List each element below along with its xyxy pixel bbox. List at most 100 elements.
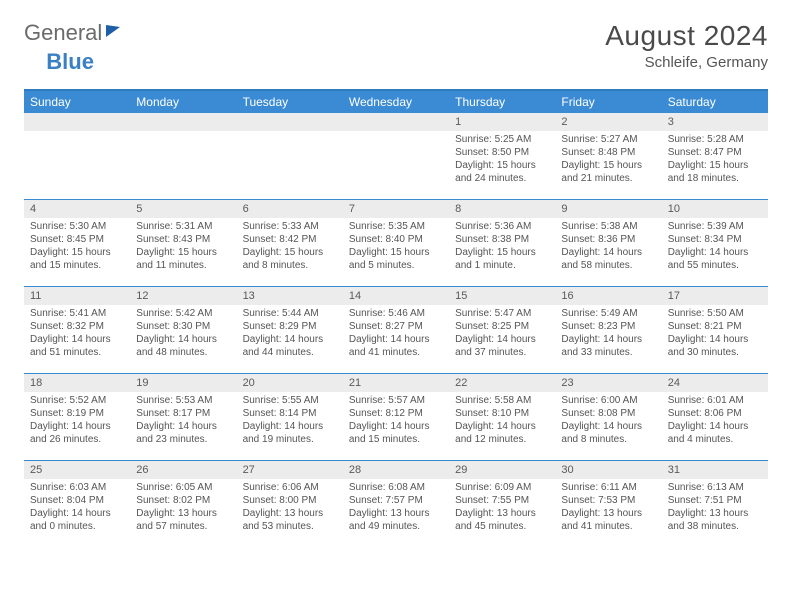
- calendar-day: 12Sunrise: 5:42 AMSunset: 8:30 PMDayligh…: [130, 287, 236, 373]
- day-body: Sunrise: 5:53 AMSunset: 8:17 PMDaylight:…: [130, 392, 236, 450]
- sunset-text: Sunset: 8:32 PM: [30, 320, 124, 333]
- day-body: Sunrise: 5:31 AMSunset: 8:43 PMDaylight:…: [130, 218, 236, 276]
- day-body: Sunrise: 5:50 AMSunset: 8:21 PMDaylight:…: [662, 305, 768, 363]
- calendar-day: 26Sunrise: 6:05 AMSunset: 8:02 PMDayligh…: [130, 461, 236, 547]
- calendar-weeks: 1Sunrise: 5:25 AMSunset: 8:50 PMDaylight…: [24, 113, 768, 547]
- calendar-day-empty: [130, 113, 236, 199]
- sunrise-text: Sunrise: 6:05 AM: [136, 481, 230, 494]
- calendar: SundayMondayTuesdayWednesdayThursdayFrid…: [24, 89, 768, 547]
- day-number-empty: [130, 113, 236, 131]
- sunset-text: Sunset: 8:40 PM: [349, 233, 443, 246]
- day-body: Sunrise: 6:03 AMSunset: 8:04 PMDaylight:…: [24, 479, 130, 537]
- daylight-text: Daylight: 15 hours and 5 minutes.: [349, 246, 443, 272]
- day-body: Sunrise: 5:36 AMSunset: 8:38 PMDaylight:…: [449, 218, 555, 276]
- daylight-text: Daylight: 13 hours and 57 minutes.: [136, 507, 230, 533]
- calendar-day: 23Sunrise: 6:00 AMSunset: 8:08 PMDayligh…: [555, 374, 661, 460]
- sunrise-text: Sunrise: 5:25 AM: [455, 133, 549, 146]
- sunrise-text: Sunrise: 6:00 AM: [561, 394, 655, 407]
- calendar-day: 17Sunrise: 5:50 AMSunset: 8:21 PMDayligh…: [662, 287, 768, 373]
- sunrise-text: Sunrise: 6:11 AM: [561, 481, 655, 494]
- weekday-header-row: SundayMondayTuesdayWednesdayThursdayFrid…: [24, 91, 768, 113]
- sunset-text: Sunset: 8:08 PM: [561, 407, 655, 420]
- daylight-text: Daylight: 14 hours and 8 minutes.: [561, 420, 655, 446]
- sunset-text: Sunset: 8:45 PM: [30, 233, 124, 246]
- daylight-text: Daylight: 14 hours and 12 minutes.: [455, 420, 549, 446]
- calendar-day: 13 Sunrise: 5:44 AMSunset: 8:29 PMDayligh…: [237, 287, 343, 373]
- sunset-text: Sunset: 8:06 PM: [668, 407, 762, 420]
- day-body: Sunrise: 5:35 AMSunset: 8:40 PMDaylight:…: [343, 218, 449, 276]
- sunrise-text: Sunrise: 5:46 AM: [349, 307, 443, 320]
- day-body: Sunrise: 6:09 AMSunset: 7:55 PMDaylight:…: [449, 479, 555, 537]
- calendar-day: 30Sunrise: 6:11 AMSunset: 7:53 PMDayligh…: [555, 461, 661, 547]
- sunset-text: Sunset: 8:23 PM: [561, 320, 655, 333]
- weekday-header: Sunday: [24, 91, 130, 113]
- day-number: 16: [555, 287, 661, 305]
- day-body: Sunrise: 6:08 AMSunset: 7:57 PMDaylight:…: [343, 479, 449, 537]
- calendar-week: 1Sunrise: 5:25 AMSunset: 8:50 PMDaylight…: [24, 113, 768, 199]
- weekday-header: Monday: [130, 91, 236, 113]
- daylight-text: Daylight: 14 hours and 44 minutes.: [243, 333, 337, 359]
- sunset-text: Sunset: 7:55 PM: [455, 494, 549, 507]
- sunrise-text: Sunrise: 5:36 AM: [455, 220, 549, 233]
- sunset-text: Sunset: 8:30 PM: [136, 320, 230, 333]
- calendar-day: 29Sunrise: 6:09 AMSunset: 7:55 PMDayligh…: [449, 461, 555, 547]
- day-body: Sunrise: 5:58 AMSunset: 8:10 PMDaylight:…: [449, 392, 555, 450]
- sunset-text: Sunset: 8:48 PM: [561, 146, 655, 159]
- day-number: 17: [662, 287, 768, 305]
- day-number: 5: [130, 200, 236, 218]
- calendar-day: 9Sunrise: 5:38 AMSunset: 8:36 PMDaylight…: [555, 200, 661, 286]
- day-body: Sunrise: 5:27 AMSunset: 8:48 PMDaylight:…: [555, 131, 661, 189]
- daylight-text: Daylight: 13 hours and 38 minutes.: [668, 507, 762, 533]
- day-body: Sunrise: 5:42 AMSunset: 8:30 PMDaylight:…: [130, 305, 236, 363]
- sunrise-text: Sunrise: 6:13 AM: [668, 481, 762, 494]
- day-body: Sunrise: 5:28 AMSunset: 8:47 PMDaylight:…: [662, 131, 768, 189]
- calendar-day: 27Sunrise: 6:06 AMSunset: 8:00 PMDayligh…: [237, 461, 343, 547]
- calendar-day: 10Sunrise: 5:39 AMSunset: 8:34 PMDayligh…: [662, 200, 768, 286]
- daylight-text: Daylight: 13 hours and 41 minutes.: [561, 507, 655, 533]
- day-number: 14: [343, 287, 449, 305]
- calendar-week: 18Sunrise: 5:52 AMSunset: 8:19 PMDayligh…: [24, 373, 768, 460]
- sunset-text: Sunset: 7:57 PM: [349, 494, 443, 507]
- calendar-day: 24Sunrise: 6:01 AMSunset: 8:06 PMDayligh…: [662, 374, 768, 460]
- day-number-empty: [237, 113, 343, 131]
- sunset-text: Sunset: 8:43 PM: [136, 233, 230, 246]
- day-body: Sunrise: 6:13 AMSunset: 7:51 PMDaylight:…: [662, 479, 768, 537]
- sunrise-text: Sunrise: 5:42 AM: [136, 307, 230, 320]
- daylight-text: Daylight: 14 hours and 4 minutes.: [668, 420, 762, 446]
- daylight-text: Daylight: 14 hours and 23 minutes.: [136, 420, 230, 446]
- calendar-day: 28Sunrise: 6:08 AMSunset: 7:57 PMDayligh…: [343, 461, 449, 547]
- daylight-text: Daylight: 15 hours and 11 minutes.: [136, 246, 230, 272]
- calendar-day: 14Sunrise: 5:46 AMSunset: 8:27 PMDayligh…: [343, 287, 449, 373]
- sunset-text: Sunset: 8:36 PM: [561, 233, 655, 246]
- location-label: Schleife, Germany: [605, 54, 768, 71]
- day-body: Sunrise: 6:01 AMSunset: 8:06 PMDaylight:…: [662, 392, 768, 450]
- calendar-day: 20Sunrise: 5:55 AMSunset: 8:14 PMDayligh…: [237, 374, 343, 460]
- calendar-day: 15Sunrise: 5:47 AMSunset: 8:25 PMDayligh…: [449, 287, 555, 373]
- sunset-text: Sunset: 8:34 PM: [668, 233, 762, 246]
- day-body: Sunrise: 6:05 AMSunset: 8:02 PMDaylight:…: [130, 479, 236, 537]
- daylight-text: Daylight: 13 hours and 49 minutes.: [349, 507, 443, 533]
- calendar-day: 16Sunrise: 5:49 AMSunset: 8:23 PMDayligh…: [555, 287, 661, 373]
- sunrise-text: Sunrise: 5:57 AM: [349, 394, 443, 407]
- daylight-text: Daylight: 14 hours and 33 minutes.: [561, 333, 655, 359]
- sunrise-text: Sunrise: 6:06 AM: [243, 481, 337, 494]
- day-number: 31: [662, 461, 768, 479]
- sunset-text: Sunset: 8:29 PM: [243, 320, 337, 333]
- day-number: 13: [237, 287, 343, 305]
- sunset-text: Sunset: 8:00 PM: [243, 494, 337, 507]
- weekday-header: Saturday: [662, 91, 768, 113]
- sunrise-text: Sunrise: 6:09 AM: [455, 481, 549, 494]
- calendar-day: 19Sunrise: 5:53 AMSunset: 8:17 PMDayligh…: [130, 374, 236, 460]
- day-body: Sunrise: 6:11 AMSunset: 7:53 PMDaylight:…: [555, 479, 661, 537]
- daylight-text: Daylight: 15 hours and 21 minutes.: [561, 159, 655, 185]
- sunset-text: Sunset: 8:47 PM: [668, 146, 762, 159]
- sunrise-text: Sunrise: 6:01 AM: [668, 394, 762, 407]
- logo-text-1: General: [24, 20, 102, 46]
- sunrise-text: Sunrise: 5:33 AM: [243, 220, 337, 233]
- weekday-header: Friday: [555, 91, 661, 113]
- sunrise-text: Sunrise: 5:44 AM: [243, 307, 337, 320]
- weekday-header: Thursday: [449, 91, 555, 113]
- daylight-text: Daylight: 14 hours and 55 minutes.: [668, 246, 762, 272]
- calendar-day: 8Sunrise: 5:36 AMSunset: 8:38 PMDaylight…: [449, 200, 555, 286]
- day-number: 22: [449, 374, 555, 392]
